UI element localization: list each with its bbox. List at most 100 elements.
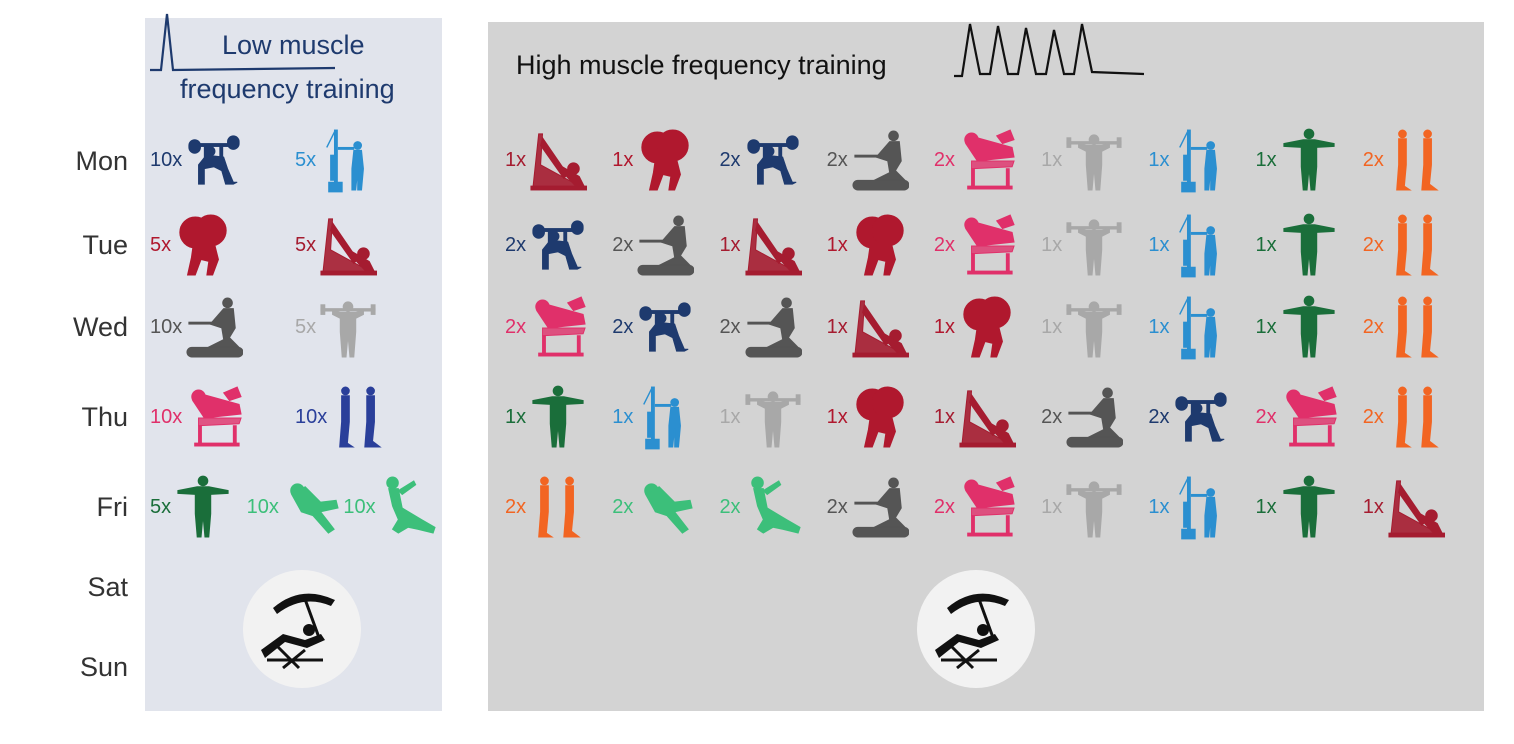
rep-count: 2x <box>826 149 848 171</box>
calf-raise-icon <box>1396 386 1439 448</box>
rep-count: 1x <box>719 234 741 256</box>
low-exercise-shoulder-press: 5x <box>295 292 377 362</box>
high-exercise-calf-raise: 2x <box>1363 292 1445 362</box>
rowing-icon <box>637 215 695 276</box>
high-exercise-cable-pulldown: 1x <box>1148 472 1230 542</box>
rep-count: 1x <box>1255 496 1277 518</box>
lateral-raise-icon <box>1283 475 1335 538</box>
rep-count: 5x <box>295 234 317 256</box>
bench-press-icon <box>746 135 799 185</box>
day-label-fri: Fri <box>96 492 128 522</box>
rep-count: 2x <box>612 234 634 256</box>
high-exercise-leg-curl: 2x <box>934 472 1016 542</box>
leg-curl-icon <box>191 386 242 447</box>
high-exercise-lateral-raise: 1x <box>1256 472 1338 542</box>
calf-raise-icon <box>1396 214 1439 276</box>
rep-count: 1x <box>1148 496 1170 518</box>
rep-count: 2x <box>1041 406 1063 428</box>
high-exercise-calf-raise: 2x <box>505 472 587 542</box>
rest-day-icon-low <box>243 570 361 688</box>
leg-raise-icon <box>750 476 801 534</box>
rep-count: 2x <box>719 149 741 171</box>
high-exercise-leg-curl: 2x <box>934 125 1016 195</box>
rep-count: 10x <box>150 149 183 171</box>
rep-count: 2x <box>933 234 955 256</box>
high-exercise-shoulder-press: 1x <box>1041 292 1123 362</box>
rep-count: 1x <box>612 406 634 428</box>
rep-count: 1x <box>933 406 955 428</box>
rep-count: 5x <box>150 234 172 256</box>
rep-count: 2x <box>826 496 848 518</box>
high-exercise-lateral-raise: 1x <box>1256 292 1338 362</box>
high-exercise-rowing: 2x <box>1041 382 1124 452</box>
low-panel-title-line2: frequency training <box>180 74 395 104</box>
calf-raise-icon <box>1396 296 1439 358</box>
low-panel-title-line1: Low muscle <box>222 30 365 60</box>
high-exercise-leg-press: 1x <box>719 210 802 280</box>
lateral-raise-icon <box>177 475 229 538</box>
rep-count: 10x <box>150 406 183 428</box>
rep-count: 1x <box>826 234 848 256</box>
high-exercise-cable-pulldown: 1x <box>1148 125 1230 195</box>
calf-raise-icon <box>538 476 581 538</box>
high-exercise-shoulder-press: 1x <box>1041 472 1123 542</box>
rep-count: 5x <box>295 149 317 171</box>
single-peak-icon <box>150 13 336 72</box>
rep-count: 10x <box>150 316 183 338</box>
cable-pulldown-icon <box>1179 296 1218 360</box>
rep-count: 2x <box>1148 406 1170 428</box>
rep-count: 5x <box>295 316 317 338</box>
leg-press-icon <box>745 218 802 276</box>
rep-count: 2x <box>933 149 955 171</box>
rep-count: 1x <box>505 149 527 171</box>
cable-pulldown-icon <box>1179 129 1218 193</box>
high-exercise-squat: 1x <box>827 382 909 452</box>
high-exercise-calf-raise: 2x <box>1363 125 1445 195</box>
lateral-raise-icon <box>1283 213 1335 276</box>
high-exercise-leg-press: 1x <box>934 382 1016 452</box>
high-exercise-leg-press: 1x <box>1363 472 1445 542</box>
rep-count: 1x <box>1255 149 1277 171</box>
high-exercise-squat: 1x <box>934 292 1016 362</box>
high-exercise-leg-curl: 2x <box>934 210 1016 280</box>
rep-count: 2x <box>1362 316 1384 338</box>
rowing-icon <box>852 130 909 191</box>
rep-count: 1x <box>826 316 848 338</box>
high-exercise-cable-pulldown: 1x <box>612 382 694 452</box>
high-exercise-crunch: 2x <box>612 472 694 542</box>
high-exercise-squat: 1x <box>827 210 909 280</box>
rep-count: 1x <box>1255 316 1277 338</box>
rep-count: 2x <box>612 316 634 338</box>
rep-count: 2x <box>505 496 527 518</box>
rep-count: 2x <box>505 316 527 338</box>
rep-count: 2x <box>1362 406 1384 428</box>
leg-press-icon <box>530 133 588 191</box>
rowing-icon <box>745 297 802 358</box>
high-exercise-shoulder-press: 1x <box>1041 210 1123 280</box>
cable-pulldown-icon <box>1179 476 1218 540</box>
low-exercise-crunch: 10x <box>247 472 340 542</box>
cable-pulldown-icon <box>1179 214 1218 278</box>
bench-press-icon <box>532 220 584 270</box>
rest-day-icon-high <box>917 570 1035 688</box>
leg-curl-icon <box>964 129 1015 190</box>
high-exercise-bench-press: 2x <box>505 210 587 280</box>
low-exercise-squat: 5x <box>150 210 232 280</box>
high-exercise-rowing: 2x <box>827 125 909 195</box>
low-exercise-calf-raise: 10x <box>295 382 388 452</box>
shoulder-press-icon <box>1066 301 1122 358</box>
day-label-thu: Thu <box>81 402 128 432</box>
high-exercise-bench-press: 2x <box>719 125 801 195</box>
high-exercise-shoulder-press: 1x <box>1041 125 1123 195</box>
rep-count: 1x <box>1148 234 1170 256</box>
leg-press-icon <box>852 300 909 358</box>
low-exercise-bench-press: 10x <box>150 125 243 195</box>
high-exercise-leg-press: 1x <box>827 292 909 362</box>
lateral-raise-icon <box>1283 295 1335 358</box>
day-label-wed: Wed <box>72 312 128 342</box>
rep-count: 1x <box>612 149 634 171</box>
rep-count: 1x <box>1148 316 1170 338</box>
rep-count: 1x <box>1041 234 1063 256</box>
high-exercise-lateral-raise: 1x <box>1256 125 1338 195</box>
high-exercise-calf-raise: 2x <box>1363 210 1445 280</box>
